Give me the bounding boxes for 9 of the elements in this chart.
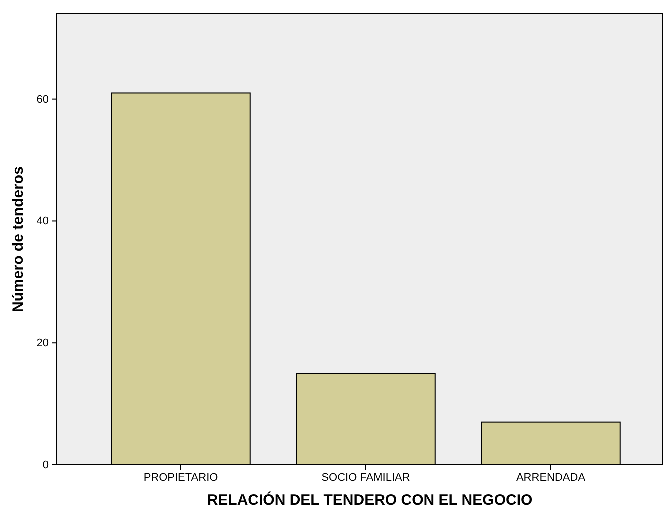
y-tick-label: 20	[36, 338, 49, 350]
x-tick-label: PROPIETARIO	[144, 472, 219, 484]
x-axis-title: RELACIÓN DEL TENDERO CON EL NEGOCIO	[207, 491, 533, 509]
y-tick-label: 0	[42, 460, 49, 472]
y-tick-label: 60	[36, 94, 49, 106]
x-tick-label: ARRENDADA	[516, 472, 586, 484]
y-tick-label: 40	[36, 216, 49, 228]
x-tick-label: SOCIO FAMILIAR	[322, 472, 410, 484]
y-axis-title: Número de tenderos	[10, 166, 27, 312]
